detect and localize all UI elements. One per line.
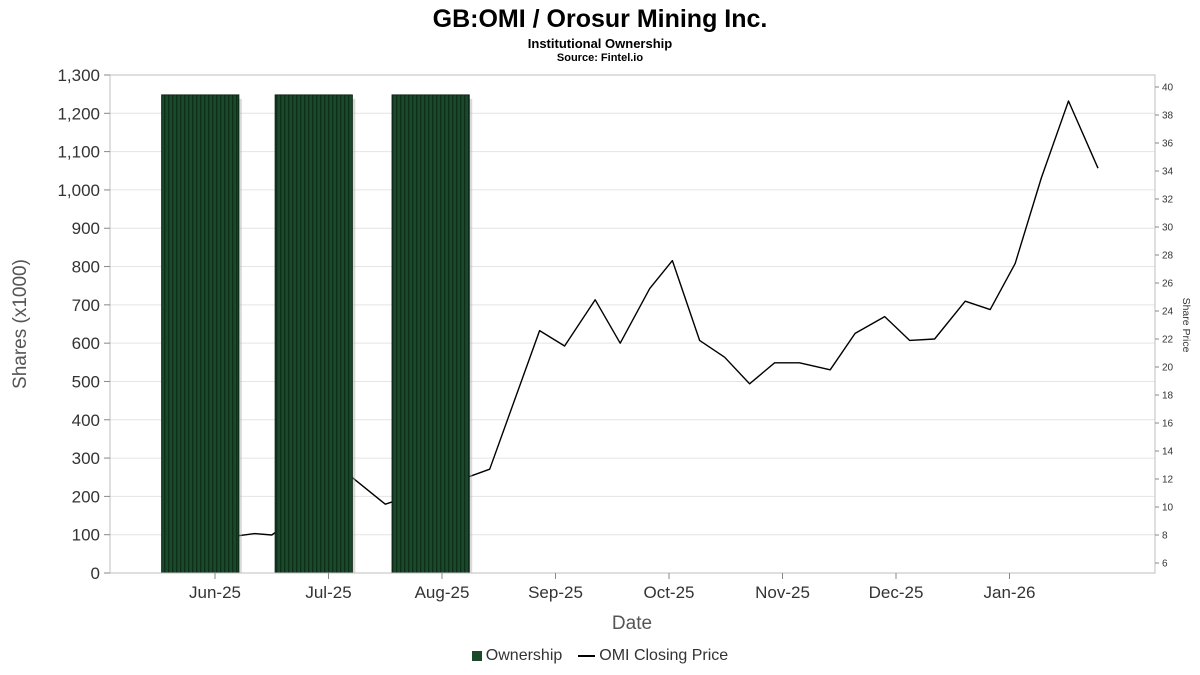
right-tick-label: 40 (1162, 83, 1174, 94)
right-tick-label: 10 (1162, 503, 1174, 514)
right-tick-label: 28 (1162, 251, 1174, 262)
left-tick-label: 500 (72, 372, 100, 391)
right-axis-title: Share Price (1180, 298, 1192, 353)
chart-title: GB:OMI / Orosur Mining Inc. (432, 5, 768, 33)
price-line-swatch-icon (578, 654, 596, 658)
left-tick-label: 1,000 (57, 181, 100, 200)
legend-item-closing-price[interactable]: OMI Closing Price (578, 647, 728, 665)
right-tick-label: 22 (1162, 335, 1174, 346)
gridlines (110, 74, 1155, 574)
x-tick-label: Jul-25 (305, 583, 351, 602)
left-tick-label: 600 (72, 334, 100, 353)
x-tick-label: Aug-25 (415, 583, 470, 602)
ownership-bar (391, 94, 470, 574)
left-tick-label: 700 (72, 296, 100, 315)
right-tick-label: 26 (1162, 279, 1174, 290)
left-axis-title: Shares (x1000) (10, 259, 31, 389)
right-tick-label: 30 (1162, 223, 1174, 234)
ownership-bar (161, 94, 240, 574)
chart-legend: Ownership OMI Closing Price (0, 647, 1200, 665)
ownership-bar-swatch-icon (471, 651, 482, 661)
left-axis: 0 100 200 300 400 500 600 700 800 900 1,000 1,100 1,… (57, 66, 110, 583)
right-tick-label: 14 (1162, 447, 1174, 458)
left-tick-label: 300 (72, 449, 100, 468)
right-tick-label: 12 (1162, 475, 1174, 486)
closing-price-line (233, 100, 1099, 538)
right-tick-label: 18 (1162, 391, 1174, 402)
x-tick-label: Oct-25 (643, 583, 694, 602)
right-tick-label: 24 (1162, 307, 1174, 318)
left-tick-label: 200 (72, 487, 100, 506)
left-tick-label: 1,300 (57, 66, 100, 85)
legend-label-closing-price: OMI Closing Price (599, 647, 729, 664)
left-tick-label: 1,200 (57, 104, 100, 123)
left-tick-label: 800 (72, 258, 100, 277)
left-tick-label: 1,100 (57, 143, 100, 162)
left-tick-label: 900 (72, 219, 100, 238)
right-tick-label: 34 (1162, 167, 1174, 178)
x-tick-label: Jun-25 (189, 583, 241, 602)
left-tick-label: 400 (72, 411, 100, 430)
x-tick-label: Jan-26 (984, 583, 1036, 602)
right-tick-label: 8 (1162, 531, 1168, 542)
right-axis: 6 8 10 12 14 16 18 20 22 24 26 28 30 32 34 36 38 40 (1155, 83, 1174, 570)
plot-border (109, 74, 1156, 574)
x-axis-title: Date (612, 613, 652, 634)
right-tick-label: 20 (1162, 363, 1174, 374)
left-tick-label: 0 (91, 564, 100, 583)
chart-subtitle: Institutional Ownership (527, 36, 673, 51)
ownership-bar (274, 94, 353, 574)
chart-source: Source: Fintel.io (556, 52, 644, 64)
right-tick-label: 36 (1162, 139, 1174, 150)
legend-label-ownership: Ownership (485, 647, 563, 664)
right-tick-label: 16 (1162, 419, 1174, 430)
x-tick-label: Nov-25 (755, 583, 810, 602)
x-tick-label: Sep-25 (528, 583, 583, 602)
right-tick-label: 32 (1162, 195, 1174, 206)
x-tick-label: Dec-25 (869, 583, 924, 602)
x-axis: Jun-25 Jul-25 Aug-25 Sep-25 Oct-25 Nov-25 Dec-… (189, 573, 1035, 602)
right-tick-label: 6 (1162, 559, 1168, 570)
legend-item-ownership[interactable]: Ownership (471, 647, 563, 665)
left-tick-label: 100 (72, 526, 100, 545)
right-tick-label: 38 (1162, 111, 1174, 122)
ownership-bars-series (161, 94, 473, 574)
price-line-series (233, 100, 1099, 538)
